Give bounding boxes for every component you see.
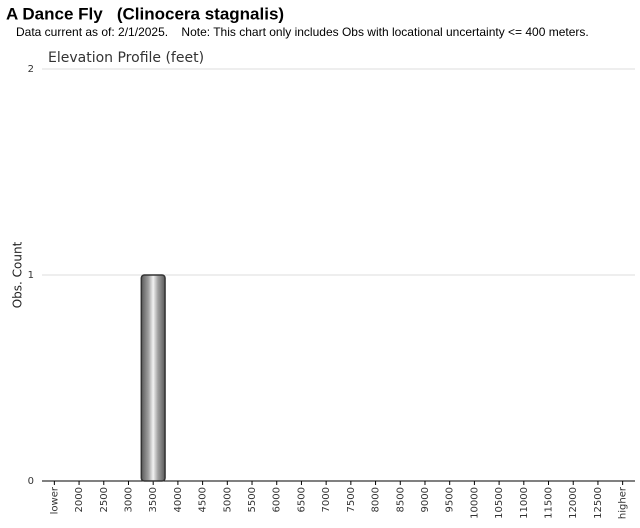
x-tick-label: 3000	[123, 487, 134, 512]
x-tick-label: 11500	[544, 487, 555, 519]
y-tick-label: 1	[28, 270, 34, 281]
x-tick-label: 9000	[420, 487, 431, 512]
x-tick-label: 10000	[469, 487, 480, 519]
chart-title: Elevation Profile (feet)	[48, 50, 204, 66]
x-tick-label: 6000	[272, 487, 283, 512]
page-title: A Dance Fly (Clinocera stagnalis)	[6, 4, 284, 23]
bar	[140, 274, 166, 482]
x-tick-label: 2500	[99, 487, 110, 512]
x-tick-label: higher	[618, 486, 629, 519]
x-tick-label: 3500	[148, 487, 159, 512]
x-tick-label: 10500	[494, 487, 505, 519]
x-tick-label: 9500	[445, 487, 456, 512]
x-tick-label: 5000	[222, 487, 233, 512]
x-tick-label: 5500	[247, 487, 258, 512]
x-tick-label: 8500	[395, 487, 406, 512]
x-tick-label: 12000	[568, 487, 579, 519]
y-axis-label: Obs. Count	[11, 241, 25, 308]
x-tick-label: 11000	[519, 487, 530, 519]
x-tick-label: 8000	[371, 487, 382, 512]
y-tick-label: 2	[28, 64, 34, 75]
x-tick-label: 2000	[74, 487, 85, 512]
subtitle: Data current as of: 2/1/2025. Note: This…	[16, 25, 589, 39]
x-tick-label: lower	[49, 486, 60, 514]
y-tick-label: 0	[28, 476, 34, 487]
x-tick-label: 12500	[593, 487, 604, 519]
x-tick-label: 7000	[321, 487, 332, 512]
x-tick-label: 4000	[173, 487, 184, 512]
x-tick-label: 6500	[296, 487, 307, 512]
x-tick-label: 7500	[346, 487, 357, 512]
x-tick-label: 4500	[198, 487, 209, 512]
